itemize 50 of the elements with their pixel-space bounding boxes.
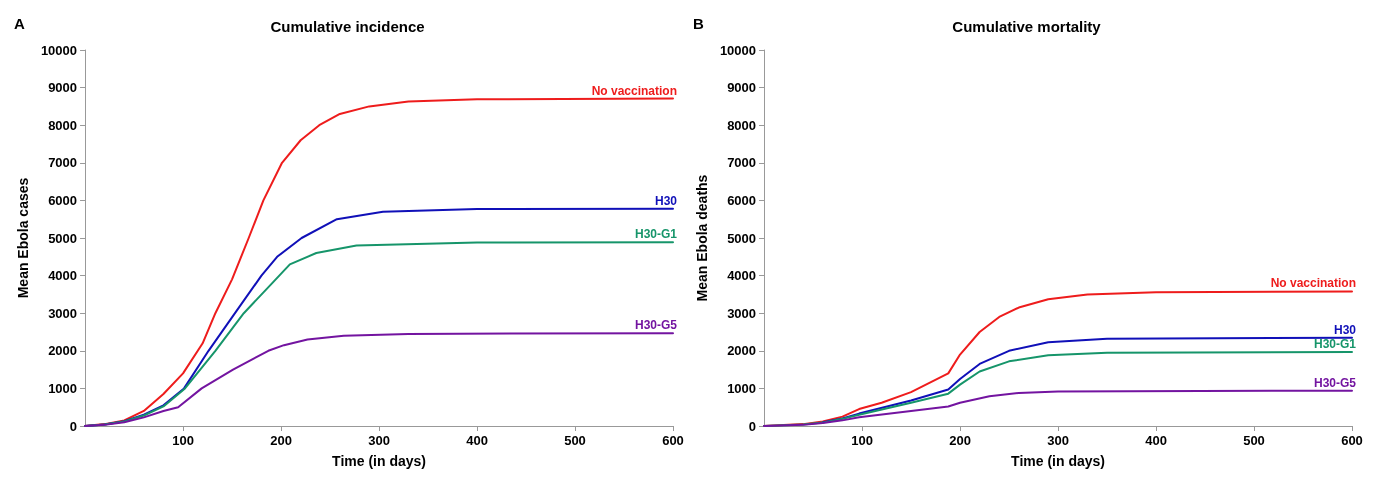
x-axis-title: Time (in days) xyxy=(1011,453,1105,469)
y-tick-label: 3000 xyxy=(727,305,757,321)
y-tick-label: 10000 xyxy=(719,42,757,58)
y-tick-label: 7000 xyxy=(48,155,78,171)
x-tick-label: 500 xyxy=(1243,433,1265,448)
series-label: No vaccination xyxy=(591,83,677,98)
x-tick-label: 200 xyxy=(270,433,292,448)
chart-title: Cumulative mortality xyxy=(952,18,1102,35)
series-label: H30 xyxy=(654,193,678,208)
x-tick-label: 100 xyxy=(851,433,873,448)
y-tick-label: 4000 xyxy=(727,268,757,284)
y-tick-label: 7000 xyxy=(727,155,757,171)
y-tick-label: 1000 xyxy=(727,380,757,396)
x-tick-label: 100 xyxy=(172,433,194,448)
y-tick-label: 1000 xyxy=(48,380,78,396)
chart-title: Cumulative incidence xyxy=(270,18,425,35)
y-tick-label: 3000 xyxy=(48,305,78,321)
x-axis-title: Time (in days) xyxy=(332,453,426,469)
y-tick-label: 2000 xyxy=(727,343,757,359)
y-tick-label: 0 xyxy=(69,418,78,434)
y-tick-label: 5000 xyxy=(48,230,78,246)
y-tick-label: 6000 xyxy=(727,192,757,208)
x-tick-label: 600 xyxy=(1341,433,1363,448)
y-tick-label: 0 xyxy=(748,418,757,434)
y-tick-label: 9000 xyxy=(727,80,757,96)
x-tick-label: 300 xyxy=(1047,433,1069,448)
y-tick-label: 10000 xyxy=(40,42,78,58)
series-label: No vaccination xyxy=(1270,276,1356,291)
y-axis-title: Mean Ebola deaths xyxy=(694,174,710,302)
series-label: H30-G1 xyxy=(1313,336,1357,351)
series-label: H30 xyxy=(1333,322,1357,337)
series-label: H30-G1 xyxy=(634,227,678,242)
series-label: H30-G5 xyxy=(1313,375,1357,390)
text: A xyxy=(14,15,25,32)
y-axis-title: Mean Ebola cases xyxy=(15,177,31,299)
text: B xyxy=(693,15,704,32)
y-tick-label: 5000 xyxy=(727,230,757,246)
y-tick-label: 9000 xyxy=(48,80,78,96)
x-tick-label: 600 xyxy=(662,433,684,448)
x-tick-label: 400 xyxy=(1145,433,1167,448)
x-tick-label: 200 xyxy=(949,433,971,448)
x-tick-label: 500 xyxy=(564,433,586,448)
y-tick-label: 6000 xyxy=(48,192,78,208)
series-label: H30-G5 xyxy=(634,318,678,333)
y-tick-label: 8000 xyxy=(727,117,757,133)
y-tick-label: 4000 xyxy=(48,268,78,284)
y-tick-label: 8000 xyxy=(48,117,78,133)
y-tick-label: 2000 xyxy=(48,343,78,359)
x-tick-label: 300 xyxy=(368,433,390,448)
x-tick-label: 400 xyxy=(466,433,488,448)
